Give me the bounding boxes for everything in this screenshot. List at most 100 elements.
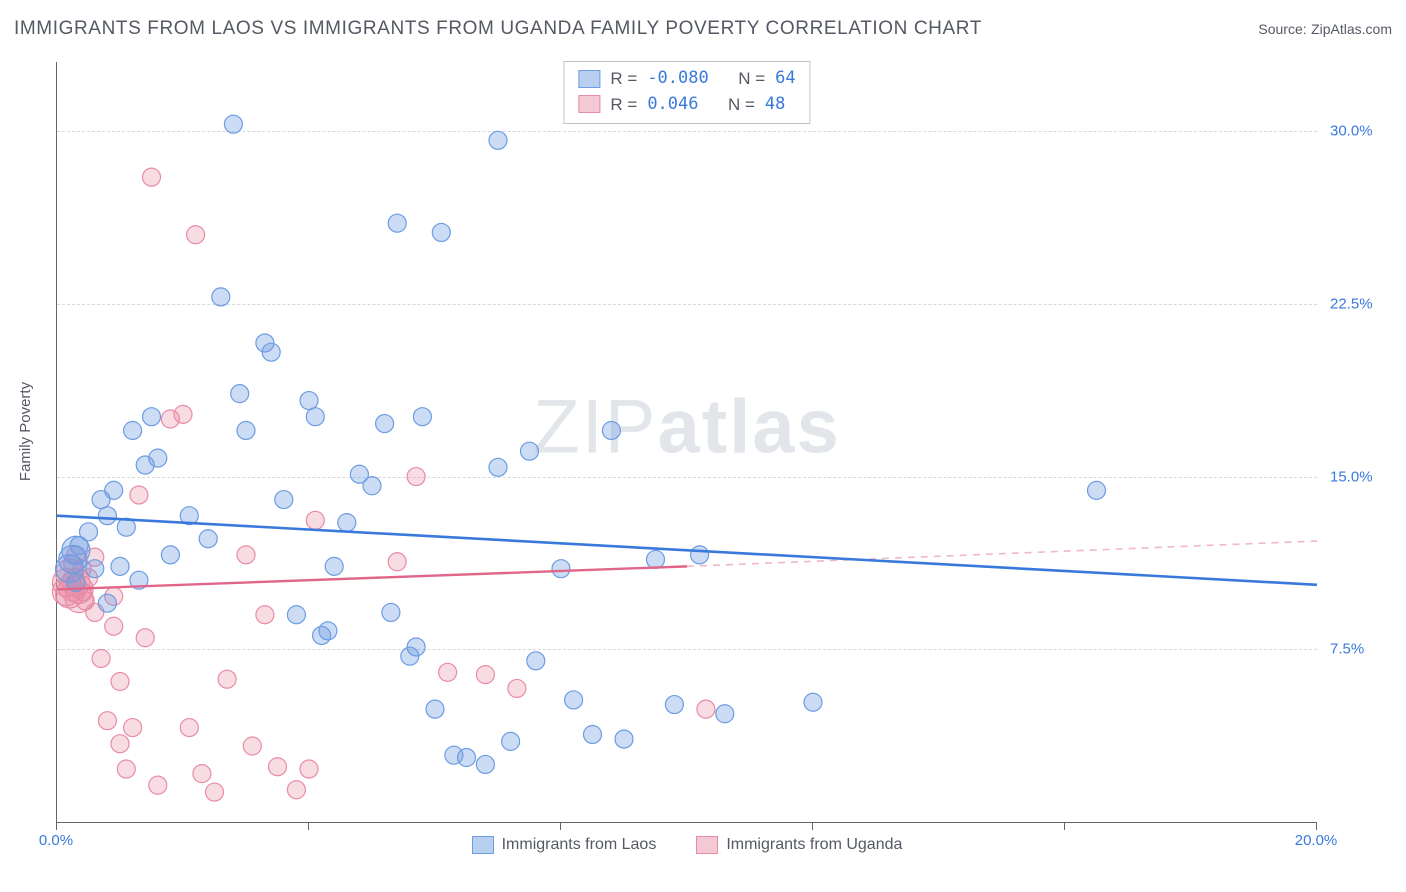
legend-label: Immigrants from Uganda: [726, 836, 902, 854]
x-tick: [1316, 822, 1317, 830]
point-series1: [1088, 481, 1106, 499]
legend-label: Immigrants from Laos: [502, 836, 657, 854]
point-series2: [243, 737, 261, 755]
point-series1: [338, 514, 356, 532]
point-series1: [489, 458, 507, 476]
point-series1: [306, 408, 324, 426]
point-series1: [237, 421, 255, 439]
point-series2: [187, 226, 205, 244]
correlation-legend: R = -0.080 N = 64R = 0.046 N =48: [563, 61, 810, 124]
point-series1: [124, 421, 142, 439]
legend-swatch: [472, 836, 494, 854]
point-series1: [565, 691, 583, 709]
point-series1: [224, 115, 242, 133]
point-series1: [300, 392, 318, 410]
point-series1: [376, 415, 394, 433]
y-tick-label: 22.5%: [1330, 295, 1373, 312]
legend-r-label: R =: [610, 66, 637, 92]
point-series1: [691, 546, 709, 564]
point-series1: [647, 550, 665, 568]
regression-series2-dash: [687, 541, 1317, 566]
point-series2: [136, 629, 154, 647]
point-series2: [256, 606, 274, 624]
point-series2: [306, 511, 324, 529]
legend-swatch: [578, 70, 600, 88]
point-series1: [458, 749, 476, 767]
point-series1: [98, 507, 116, 525]
y-tick-label: 15.0%: [1330, 468, 1373, 485]
point-series2: [218, 670, 236, 688]
y-tick-label: 7.5%: [1330, 641, 1364, 658]
source-name: ZipAtlas.com: [1311, 21, 1392, 37]
x-tick: [1064, 822, 1065, 830]
point-series2: [117, 760, 135, 778]
point-series1: [98, 594, 116, 612]
point-series1: [615, 730, 633, 748]
point-series1: [527, 652, 545, 670]
point-series1: [388, 214, 406, 232]
point-series1: [80, 523, 98, 541]
point-series1: [716, 705, 734, 723]
point-series1: [275, 491, 293, 509]
point-series2: [407, 468, 425, 486]
point-series2: [287, 781, 305, 799]
point-series1: [325, 557, 343, 575]
series-legend: Immigrants from Laos Immigrants from Ugan…: [57, 836, 1317, 854]
point-series2: [149, 776, 167, 794]
point-series2: [193, 765, 211, 783]
point-series2: [105, 617, 123, 635]
legend-r-value: 0.046: [647, 92, 698, 118]
y-tick-label: 30.0%: [1330, 123, 1373, 140]
point-series2: [92, 649, 110, 667]
y-axis-title: Family Poverty: [18, 381, 35, 480]
point-series1: [262, 343, 280, 361]
point-series1: [161, 546, 179, 564]
legend-row: R =-0.080 N =64: [578, 66, 795, 92]
point-series1: [199, 530, 217, 548]
point-series1: [426, 700, 444, 718]
legend-r-label: R =: [610, 92, 637, 118]
legend-item: Immigrants from Uganda: [696, 836, 902, 854]
point-series1: [476, 755, 494, 773]
point-series1: [143, 408, 161, 426]
source-label: Source:: [1258, 21, 1306, 37]
legend-row: R = 0.046 N =48: [578, 92, 795, 118]
regression-series2-solid: [57, 566, 687, 589]
point-series1: [105, 481, 123, 499]
point-series2: [124, 719, 142, 737]
point-series1: [665, 696, 683, 714]
point-series1: [602, 421, 620, 439]
point-series2: [439, 663, 457, 681]
x-tick: [560, 822, 561, 830]
point-series1: [319, 622, 337, 640]
point-series1: [521, 442, 539, 460]
point-series1: [502, 732, 520, 750]
legend-n-label: N =: [728, 92, 755, 118]
y-axis-title-wrap: Family Poverty: [14, 50, 38, 812]
x-tick: [56, 822, 57, 830]
plot-box: ZIPatlas R =-0.080 N =64R = 0.046 N =48 …: [56, 62, 1317, 823]
point-series2: [697, 700, 715, 718]
point-series1: [149, 449, 167, 467]
legend-swatch: [696, 836, 718, 854]
point-series1: [212, 288, 230, 306]
legend-n-value: 64: [775, 66, 795, 92]
point-series2: [206, 783, 224, 801]
point-series2: [111, 673, 129, 691]
x-tick-label: 0.0%: [39, 832, 73, 849]
point-series2: [388, 553, 406, 571]
point-series1: [804, 693, 822, 711]
point-series2: [180, 719, 198, 737]
point-series2: [237, 546, 255, 564]
point-series2: [130, 486, 148, 504]
point-series2: [143, 168, 161, 186]
chart-area: Family Poverty ZIPatlas R =-0.080 N =64R…: [14, 50, 1392, 872]
point-series2: [508, 679, 526, 697]
legend-swatch: [578, 95, 600, 113]
x-tick-label: 20.0%: [1295, 832, 1338, 849]
point-series2: [111, 735, 129, 753]
legend-r-value: -0.080: [647, 66, 708, 92]
point-series1: [552, 560, 570, 578]
x-tick: [308, 822, 309, 830]
point-series1: [413, 408, 431, 426]
